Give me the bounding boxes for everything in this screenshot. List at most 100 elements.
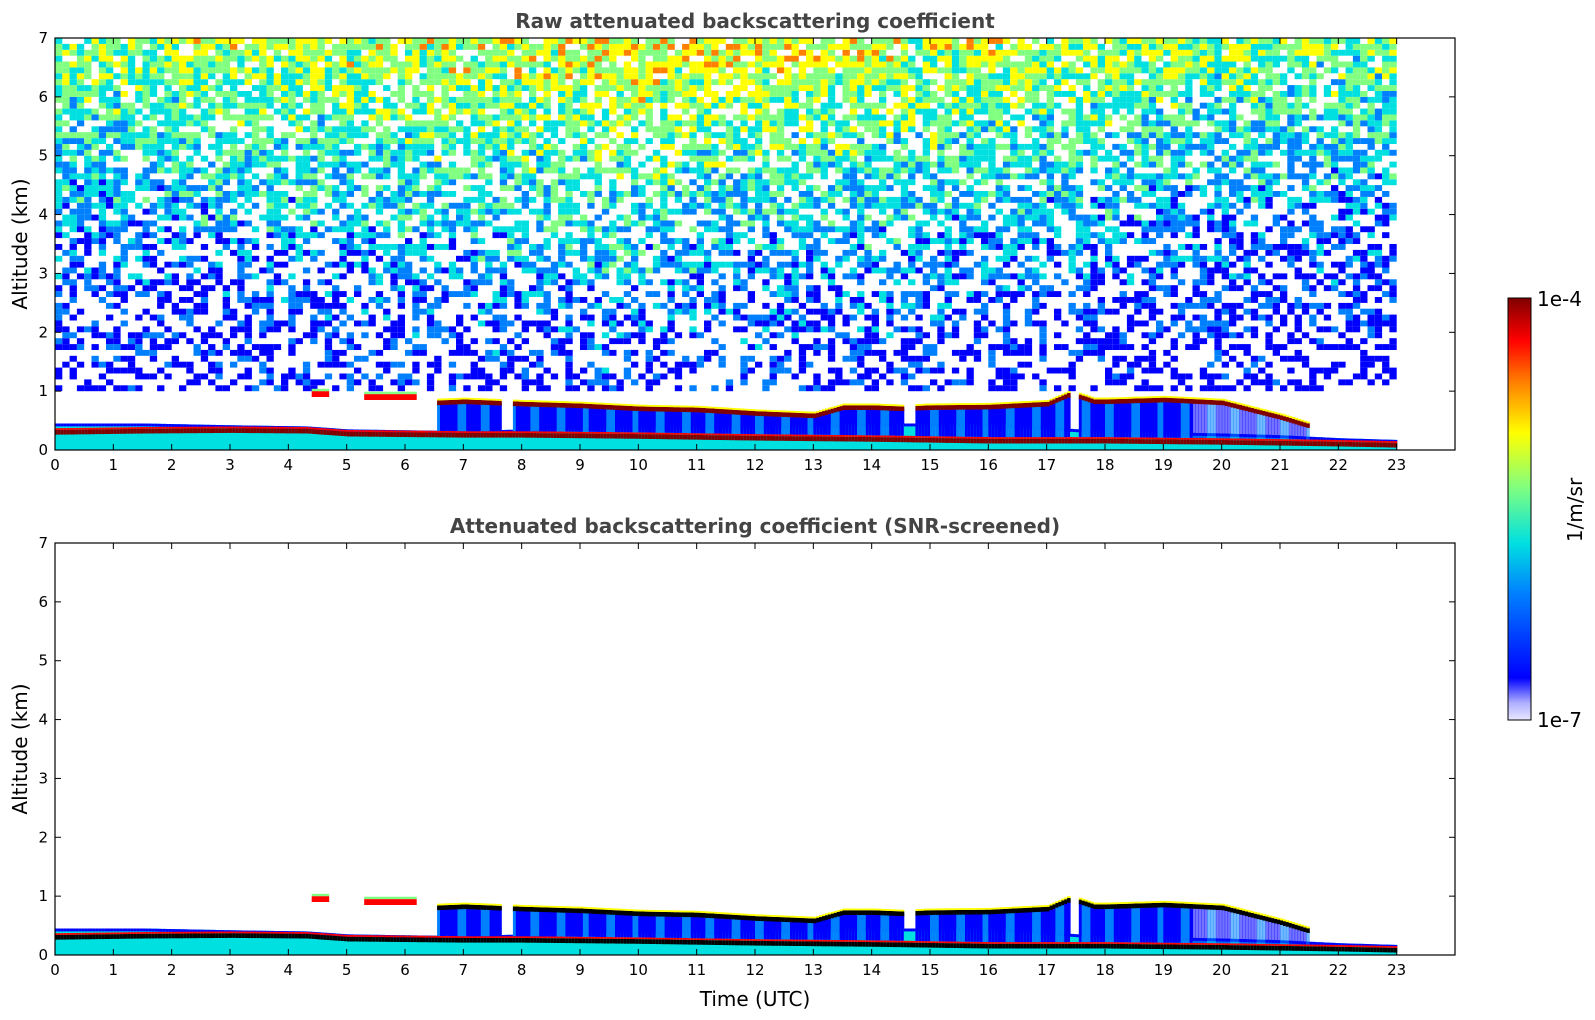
noise-cell [842, 196, 850, 203]
noise-cell [434, 208, 442, 215]
noise-cell [230, 161, 238, 168]
noise-cell [667, 179, 675, 186]
noise-cell [222, 314, 230, 321]
noise-cell [193, 344, 201, 350]
noise-cell [456, 344, 464, 350]
noise-cell [215, 208, 223, 215]
noise-cell [244, 143, 252, 150]
noise-cell [652, 338, 661, 345]
noise-cell [463, 85, 471, 91]
noise-cell [791, 267, 799, 274]
noise-cell [237, 102, 245, 109]
noise-cell [215, 55, 223, 62]
noise-cell [762, 43, 770, 50]
noise-cell [346, 38, 354, 44]
noise-cell [281, 114, 289, 121]
noise-cell [346, 191, 354, 197]
noise-cell [791, 285, 799, 292]
noise-cell [339, 249, 347, 256]
noise-cell [674, 85, 683, 91]
noise-cell [310, 314, 318, 321]
noise-cell [419, 291, 427, 297]
noise-cell [55, 320, 63, 327]
noise-cell [244, 196, 252, 203]
noise-cell [376, 32, 383, 38]
noise-cell [259, 361, 267, 368]
noise-cell [164, 138, 172, 144]
noise-cell [536, 179, 544, 186]
noise-cell [704, 49, 712, 56]
noise-cell [915, 202, 923, 209]
noise-cell [908, 361, 916, 368]
noise-cell [951, 196, 960, 203]
noise-cell [412, 138, 420, 144]
noise-cell [259, 108, 267, 115]
noise-cell [339, 338, 347, 345]
noise-cell [281, 96, 289, 103]
noise-cell [930, 138, 938, 144]
noise-cell [915, 220, 923, 227]
noise-cell [179, 314, 187, 321]
noise-cell [849, 85, 858, 91]
noise-cell [966, 379, 974, 386]
noise-cell [477, 367, 486, 374]
noise-cell [419, 279, 427, 286]
noise-cell [652, 85, 661, 91]
noise-cell [295, 38, 303, 44]
noise-cell [776, 126, 785, 133]
noise-cell [317, 302, 325, 309]
noise-cell [601, 132, 610, 139]
noise-cell [477, 91, 486, 97]
noise-cell [550, 67, 559, 74]
noise-cell [375, 220, 384, 227]
noise-cell [623, 332, 632, 339]
noise-cell [922, 202, 930, 209]
noise-cell [638, 185, 646, 191]
noise-cell [91, 79, 99, 86]
noise-cell [587, 232, 595, 239]
noise-cell [849, 149, 858, 156]
noise-cell [84, 138, 92, 144]
noise-cell [456, 267, 464, 274]
noise-cell [296, 32, 303, 38]
noise-cell [565, 55, 573, 62]
noise-cell [426, 326, 435, 333]
noise-cell [565, 367, 573, 374]
noise-cell [98, 161, 107, 168]
noise-cell [405, 273, 413, 280]
noise-cell [689, 114, 697, 121]
noise-cell [251, 49, 260, 56]
noise-cell [193, 143, 201, 150]
noise-cell [514, 85, 522, 91]
noise-cell [609, 96, 617, 103]
noise-cell [499, 273, 508, 280]
noise-cell [281, 43, 289, 50]
noise-cell [645, 79, 653, 86]
noise-cell [324, 161, 333, 168]
noise-cell [383, 161, 391, 168]
noise-cell [91, 326, 99, 333]
noise-cell [273, 138, 282, 144]
noise-cell [623, 114, 632, 121]
noise-cell [106, 291, 114, 297]
noise-cell [390, 102, 398, 109]
noise-cell [215, 367, 223, 374]
noise-cell [477, 155, 486, 162]
noise-cell [281, 108, 289, 115]
noise-cell [616, 120, 624, 127]
noise-cell [638, 173, 646, 180]
noise-cell [747, 314, 755, 321]
noise-cell [84, 326, 92, 333]
noise-cell [62, 273, 70, 280]
noise-cell [91, 185, 99, 191]
noise-cell [127, 355, 136, 362]
noise-cell [871, 202, 879, 209]
noise-cell [157, 73, 165, 80]
noise-cell [791, 185, 799, 191]
noise-cell [915, 196, 923, 203]
noise-cell [959, 49, 967, 56]
noise-cell [127, 43, 136, 50]
noise-cell [91, 179, 99, 186]
noise-cell [127, 108, 136, 115]
noise-cell [944, 261, 952, 268]
